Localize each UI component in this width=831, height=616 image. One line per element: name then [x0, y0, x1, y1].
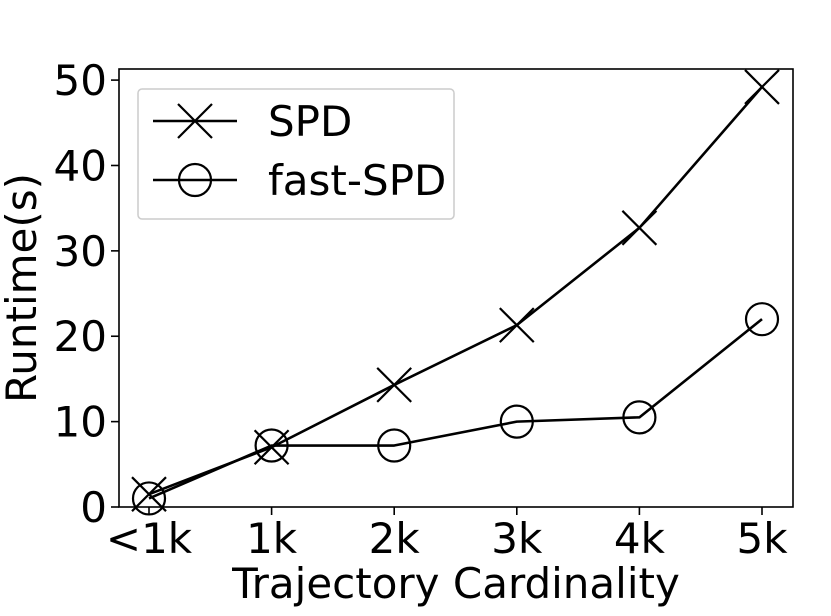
legend-marker	[177, 103, 213, 139]
x-tick-label: 4k	[614, 514, 666, 563]
x-tick-label: <1k	[106, 514, 193, 563]
legend-entry: fast-SPD	[153, 156, 446, 205]
data-point	[621, 210, 658, 246]
series-line	[148, 318, 763, 500]
x-marker-stroke	[499, 307, 535, 343]
x-marker-stroke	[177, 103, 213, 139]
data-point	[622, 400, 657, 435]
series-layer	[131, 69, 780, 516]
x-tick-label: 3k	[491, 514, 543, 563]
y-axis-ticks: 0 10 20 30 40 50	[54, 56, 119, 532]
x-tick-label: 2k	[369, 514, 421, 563]
legend: SPD fast-SPD	[137, 88, 455, 220]
legend-label: SPD	[268, 97, 352, 146]
data-point	[377, 428, 412, 463]
x-axis-ticks: <1k 1k 2k 3k 4k 5k	[106, 507, 788, 563]
data-point	[254, 428, 289, 463]
x-tick-label: 5k	[736, 514, 788, 563]
y-tick-label: 50	[54, 56, 107, 105]
x-marker-stroke	[744, 69, 780, 105]
legend-label: fast-SPD	[268, 156, 446, 205]
x-axis-label: Trajectory Cardinality	[231, 559, 680, 608]
y-tick-label: 20	[54, 312, 107, 361]
plot-frame	[118, 68, 794, 508]
data-point	[376, 367, 412, 403]
y-tick-label: 40	[54, 141, 107, 190]
x-marker-stroke	[621, 210, 658, 246]
data-point	[744, 302, 780, 337]
legend-marker	[177, 162, 213, 198]
data-point	[131, 481, 167, 516]
y-tick-label: 10	[54, 398, 107, 447]
data-point	[744, 69, 780, 105]
x-marker-stroke	[253, 429, 290, 466]
data-point	[253, 429, 290, 466]
data-point	[499, 404, 534, 439]
series-fast-spd	[131, 302, 780, 516]
data-point	[499, 307, 535, 343]
data-point	[131, 476, 167, 512]
y-tick-label: 0	[80, 483, 107, 532]
x-marker-stroke	[131, 476, 167, 512]
y-axis-label: Runtime(s)	[0, 173, 46, 403]
y-tick-label: 30	[54, 227, 107, 276]
legend-entry: SPD	[153, 97, 352, 146]
x-tick-label: 1k	[246, 514, 298, 563]
x-marker-stroke	[376, 367, 412, 403]
